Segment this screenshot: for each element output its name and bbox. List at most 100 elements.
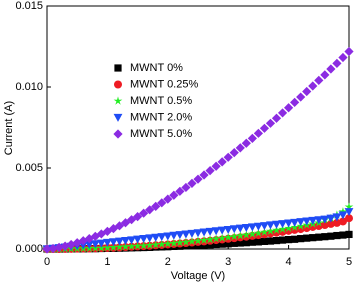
- data-point: [229, 231, 239, 241]
- legend-label: MWNT 0.5%: [130, 95, 192, 107]
- data-point: [175, 238, 185, 247]
- data-point: [193, 229, 203, 238]
- data-point: [211, 227, 221, 236]
- data-point: [296, 92, 306, 102]
- data-point: [181, 182, 191, 193]
- x-tick-label: 1: [104, 256, 110, 268]
- x-tick-label: 0: [44, 256, 50, 268]
- data-point: [181, 230, 191, 239]
- x-tick-label: 4: [286, 256, 292, 268]
- data-point: [187, 178, 197, 188]
- data-point: [229, 148, 239, 158]
- data-point: [48, 243, 58, 254]
- data-point: [314, 75, 324, 85]
- data-point: [344, 46, 354, 57]
- data-point: [151, 233, 161, 242]
- data-point: [284, 219, 293, 228]
- data-point: [260, 222, 269, 231]
- data-point: [193, 236, 203, 245]
- data-point: [320, 70, 330, 80]
- data-point: [321, 233, 329, 241]
- data-point: [303, 234, 311, 242]
- data-point: [241, 230, 251, 239]
- data-point: [139, 235, 149, 244]
- legend-label: MWNT 0.25%: [130, 78, 198, 90]
- data-point: [278, 236, 287, 244]
- data-point: [121, 242, 130, 251]
- data-point: [272, 228, 281, 237]
- data-point: [254, 228, 263, 237]
- data-point: [332, 58, 342, 68]
- data-point: [235, 231, 245, 240]
- data-point: [103, 238, 112, 247]
- legend-marker: [114, 80, 122, 89]
- data-point: [199, 235, 209, 244]
- data-point: [127, 236, 136, 245]
- data-point: [277, 108, 288, 118]
- data-point: [127, 241, 136, 251]
- data-point: [84, 234, 94, 244]
- plot-frame: [46, 5, 350, 250]
- data-point: [266, 237, 275, 245]
- data-point: [260, 227, 269, 236]
- data-point: [211, 234, 221, 243]
- data-point: [145, 240, 155, 249]
- data-point: [139, 241, 149, 250]
- data-point: [230, 239, 238, 247]
- y-tick-label: 0.000: [15, 243, 43, 255]
- data-point: [345, 214, 353, 223]
- data-point: [290, 218, 300, 227]
- data-point: [163, 239, 173, 248]
- legend-marker: [113, 129, 123, 139]
- data-point: [259, 123, 270, 133]
- data-point: [223, 152, 233, 162]
- legend-label: MWNT 2.0%: [130, 111, 192, 123]
- data-point: [265, 118, 276, 128]
- data-point: [296, 218, 306, 227]
- data-point: [284, 223, 293, 232]
- data-point: [296, 225, 305, 234]
- data-point: [314, 221, 323, 230]
- data-point: [187, 229, 197, 238]
- data-point: [133, 241, 142, 250]
- data-point: [338, 52, 348, 63]
- data-point: [247, 229, 257, 238]
- data-point: [314, 216, 324, 225]
- data-point: [212, 240, 220, 249]
- data-point: [229, 225, 239, 234]
- data-point: [199, 228, 209, 237]
- data-point: [320, 215, 330, 224]
- data-point: [278, 224, 287, 233]
- data-point: [235, 224, 245, 233]
- legend-marker: [113, 96, 123, 105]
- data-point: [151, 201, 161, 211]
- data-point: [278, 220, 287, 229]
- data-point: [163, 194, 173, 204]
- data-point: [133, 235, 142, 244]
- data-point: [205, 165, 215, 176]
- data-point: [266, 229, 275, 238]
- data-point: [78, 241, 88, 250]
- data-point: [236, 239, 244, 247]
- data-point: [187, 236, 197, 246]
- legend-label: MWNT 0%: [130, 62, 183, 74]
- data-point: [139, 208, 149, 218]
- data-point: [333, 231, 341, 240]
- data-point: [272, 220, 281, 229]
- data-point: [145, 234, 155, 243]
- data-point: [326, 64, 336, 74]
- data-point: [326, 219, 335, 228]
- data-point: [290, 97, 300, 107]
- data-point: [338, 217, 347, 226]
- data-point: [308, 216, 318, 225]
- data-point: [291, 235, 299, 243]
- x-tick-label: 2: [165, 256, 171, 268]
- data-point: [175, 231, 185, 240]
- data-point: [260, 237, 269, 245]
- data-point: [205, 235, 215, 244]
- data-point: [181, 237, 191, 246]
- data-point: [315, 233, 323, 241]
- y-tick-label: 0.015: [15, 0, 43, 12]
